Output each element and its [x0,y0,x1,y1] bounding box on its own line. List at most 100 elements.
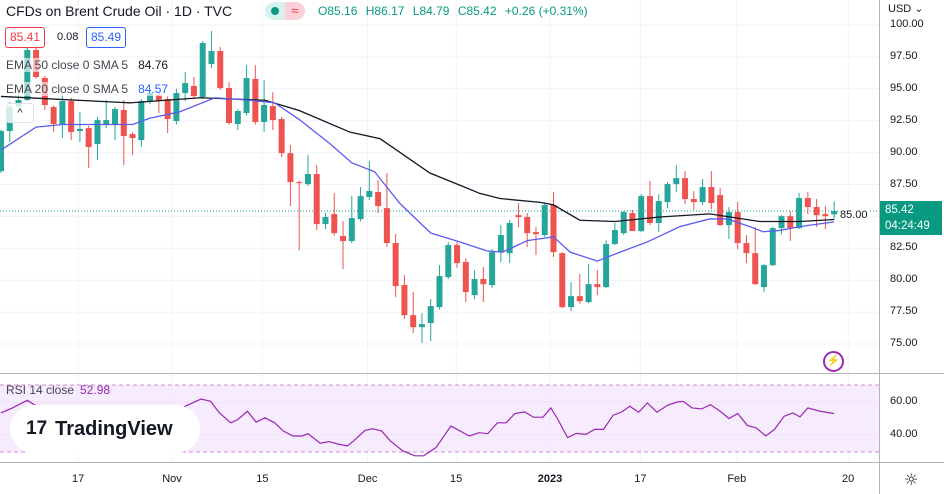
candle-body [155,95,162,102]
candle-up [0,129,4,174]
close-label: C [457,4,467,18]
candle-body [489,252,496,286]
candle-up [357,187,364,222]
price-tick-label: 80.00 [890,273,918,286]
candle-up [664,182,671,209]
candle-body [638,196,645,232]
candle-body [454,245,461,264]
ema50-label: EMA 50 close 0 SMA 5 [6,58,129,72]
candle-body [366,191,373,198]
candle-body [287,153,294,183]
candle-up [655,194,662,233]
candle-up [243,65,250,116]
tradingview-logo[interactable]: 17 TradingView [10,405,200,453]
candle-up [796,193,803,230]
candle-body [24,50,31,101]
candle-down [690,191,697,211]
spread-value: 0.08 [57,31,79,43]
candle-body [646,196,653,224]
time-tick-label: 20 [842,473,855,485]
price-tick-label: 92.50 [890,113,918,126]
candle-up [760,264,767,293]
candle-up [585,264,592,304]
candle-body [620,212,627,234]
candle-body [717,195,724,226]
candle-body [190,85,197,97]
candle-body [383,208,390,244]
lightning-icon[interactable]: ⚡ [823,351,844,372]
candle-up [831,201,838,220]
candle-body [85,128,92,147]
candle-down [331,193,338,236]
buy-button[interactable]: 85.49 [86,27,127,48]
candle-body [752,253,759,285]
candle-down [804,192,811,215]
candle-up [778,215,785,235]
candle-up [182,71,189,102]
candle-body [603,244,610,288]
candles [0,30,838,344]
candle-down [155,92,162,114]
rsi-label: RSI 14 close [6,383,75,397]
rsi-legend[interactable]: RSI 14 close 52.98 [6,383,110,397]
candle-down [559,252,566,309]
candle-up [348,196,355,244]
ema50-legend[interactable]: EMA 50 close 0 SMA 5 84.76 [6,58,173,72]
candle-down [217,46,224,91]
ohlc-values: O85.16 H86.17 L84.79 C85.42 +0.26 (+0.31… [318,4,593,18]
time-tick-label: 2023 [537,473,563,485]
candle-body [664,184,671,203]
currency-selector[interactable]: USD ⌄ [888,3,924,15]
candle-body [497,235,504,253]
candle-down [524,213,531,248]
candle-down [120,100,127,166]
candle-body [822,214,829,217]
candle-down [629,210,636,232]
price-tick-label: 75.00 [890,337,918,349]
time-tick-label: 17 [634,473,647,485]
candle-down [717,188,724,227]
price-tick-label: 100.00 [890,18,924,30]
ema20-legend[interactable]: EMA 20 close 0 SMA 5 84.57 [6,82,173,96]
high-label: H [365,4,375,18]
chevron-up-icon: ^ [17,107,23,119]
price-tick-label: 85.00 [838,209,870,222]
candle-down [682,171,689,205]
sell-button[interactable]: 85.41 [5,27,46,48]
candle-up [103,100,110,129]
candle-body [199,42,206,97]
candle-down [550,192,557,258]
candle-up [568,282,575,312]
market-status-pill[interactable]: ≈ [265,2,305,20]
candle-down [129,132,136,156]
candle-down [269,91,276,131]
settings-icon[interactable]: ☼ [904,470,919,489]
candle-body [410,315,417,328]
candle-body [831,211,838,215]
candle-body [173,93,180,122]
candle-body [164,99,171,120]
candle-up [418,313,425,344]
candle-body [120,109,127,137]
candle-body [506,223,513,254]
candle-body [690,199,697,203]
rsi-tick-label: 60.00 [890,395,918,407]
close-value: 85.42 [466,4,497,18]
candle-body [541,205,548,236]
candle-body [296,182,303,184]
candle-up [471,270,478,300]
candle-down [392,234,399,298]
candle-up [638,194,645,233]
collapse-legend-button[interactable]: ^ [6,103,34,123]
candle-body [147,93,154,102]
candle-up [173,88,180,125]
bar-countdown: 04:24:49 [885,220,930,232]
candle-down [313,165,320,231]
candle-down [734,202,741,250]
candle-body [322,217,329,225]
candle-body [471,279,478,296]
candle-up [427,299,434,342]
price-tick-label: 95.00 [890,81,918,94]
rsi-line-group [0,398,835,457]
candle-body [234,111,241,125]
